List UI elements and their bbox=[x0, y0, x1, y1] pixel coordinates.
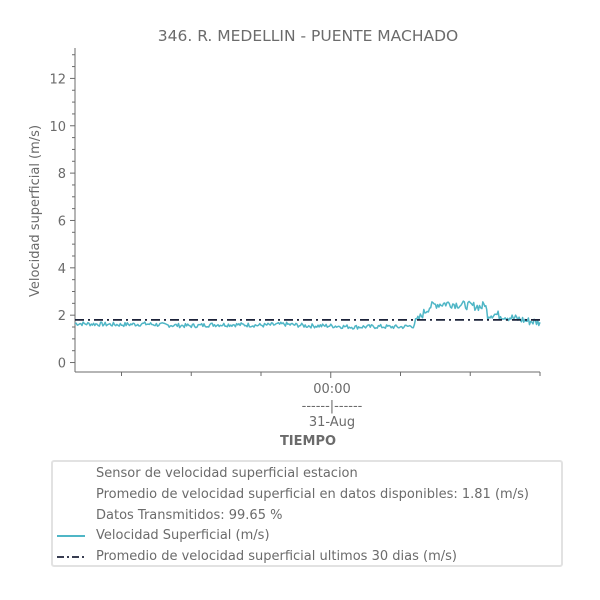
legend-entry-30-day-average: Promedio de velocidad superficial ultimo… bbox=[53, 547, 561, 567]
legend-swatch-dashdot-line bbox=[57, 556, 85, 558]
legend-entry-data-transmitted: Datos Transmitidos: 99.65 % bbox=[53, 506, 561, 526]
axes: 0 2 4 6 8 10 12 bbox=[49, 48, 541, 378]
x-tick-label-divider: ------|------ bbox=[302, 399, 363, 414]
y-tick-label: 12 bbox=[49, 72, 66, 87]
legend-entry-sensor: Sensor de velocidad superficial estacion bbox=[53, 464, 561, 484]
y-tick-label: 0 bbox=[58, 357, 66, 372]
legend: Sensor de velocidad superficial estacion… bbox=[51, 460, 563, 567]
legend-entry-average-available: Promedio de velocidad superficial en dat… bbox=[53, 485, 561, 505]
plot-area bbox=[74, 300, 541, 330]
x-tick-label-date: 31-Aug bbox=[309, 415, 355, 430]
x-tick-label-time: 00:00 bbox=[313, 382, 350, 397]
chart-title: 346. R. MEDELLIN - PUENTE MACHADO bbox=[158, 27, 458, 45]
legend-label: Velocidad Superficial (m/s) bbox=[96, 528, 270, 543]
legend-label: Promedio de velocidad superficial en dat… bbox=[96, 487, 529, 502]
series-line-velocity bbox=[74, 300, 541, 330]
y-tick-label: 4 bbox=[58, 262, 66, 277]
y-axis-label: Velocidad superficial (m/s) bbox=[28, 125, 43, 297]
legend-label: Datos Transmitidos: 99.65 % bbox=[96, 508, 283, 523]
chart: 346. R. MEDELLIN - PUENTE MACHADO Veloci… bbox=[28, 27, 541, 449]
legend-label: Sensor de velocidad superficial estacion bbox=[96, 466, 358, 481]
legend-label: Promedio de velocidad superficial ultimo… bbox=[96, 549, 457, 564]
y-tick-label: 6 bbox=[58, 214, 66, 229]
legend-entry-velocity: Velocidad Superficial (m/s) bbox=[53, 526, 561, 546]
x-axis-label: TIEMPO bbox=[280, 434, 336, 449]
y-tick-label: 2 bbox=[58, 309, 66, 324]
legend-swatch-solid-line bbox=[57, 535, 85, 537]
y-tick-label: 8 bbox=[58, 167, 66, 182]
x-tick-labels: 00:00 ------|------ 31-Aug bbox=[302, 382, 363, 430]
y-tick-label: 10 bbox=[49, 120, 66, 135]
